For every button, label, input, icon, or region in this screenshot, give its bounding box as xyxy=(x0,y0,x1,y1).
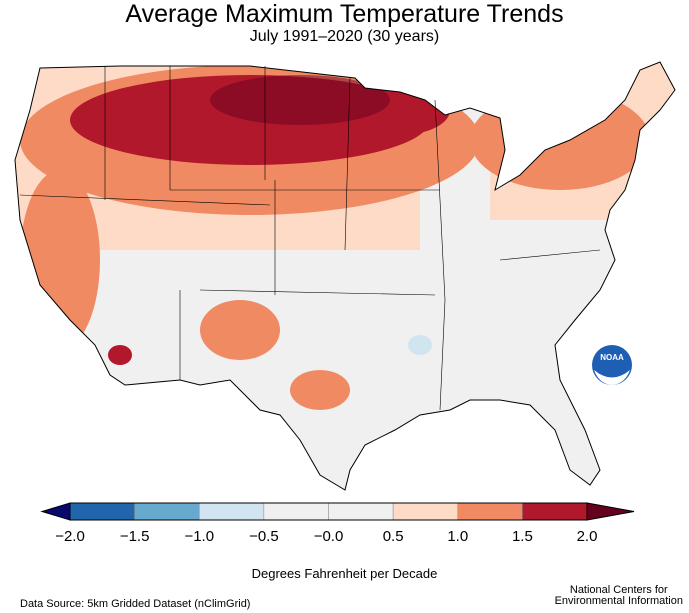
colorbar-bin xyxy=(199,502,265,521)
legend-label: Degrees Fahrenheit per Decade xyxy=(251,566,438,581)
colorbar-bin xyxy=(69,502,135,521)
colorbar-bin xyxy=(522,502,588,521)
map-subtitle: July 1991–2020 (30 years) xyxy=(249,28,440,45)
state-boundaries xyxy=(19,66,601,411)
noaa-logo: NOAA xyxy=(592,345,632,385)
colorbar-low-arrow xyxy=(40,502,71,521)
colorbar-bin xyxy=(263,502,329,521)
map-title: Average Maximum Temperature Trends xyxy=(125,0,564,28)
colorbar-tick-label: 1.5 xyxy=(511,528,533,545)
svg-text:NOAA: NOAA xyxy=(600,353,624,362)
colorbar-tick-label: 1.0 xyxy=(447,528,469,545)
colorbar-tick-label: −1.0 xyxy=(184,528,215,545)
colorbar-frame xyxy=(69,502,588,521)
colorbar-bin xyxy=(328,502,394,521)
data-source: Data Source: 5km Gridded Dataset (nClimG… xyxy=(20,598,251,610)
colorbar-tick-label: −0.5 xyxy=(249,528,279,545)
colorbar-tick-label: 0.5 xyxy=(382,528,404,545)
colorbar-bin xyxy=(392,502,458,521)
colorbar-high-arrow xyxy=(586,502,635,521)
colorbar-tick-label: −0.0 xyxy=(313,528,344,545)
colorbar-bin xyxy=(457,502,523,521)
colorbar-tick-label: −2.0 xyxy=(55,528,85,545)
ncei-credit: National Centers for Environmental Inform… xyxy=(554,584,683,607)
colorbar-bin xyxy=(134,502,200,521)
colorbar-tick-label: 2.0 xyxy=(576,528,598,545)
colorbar-tick-label: −1.5 xyxy=(119,528,150,545)
colorbar xyxy=(40,502,635,521)
